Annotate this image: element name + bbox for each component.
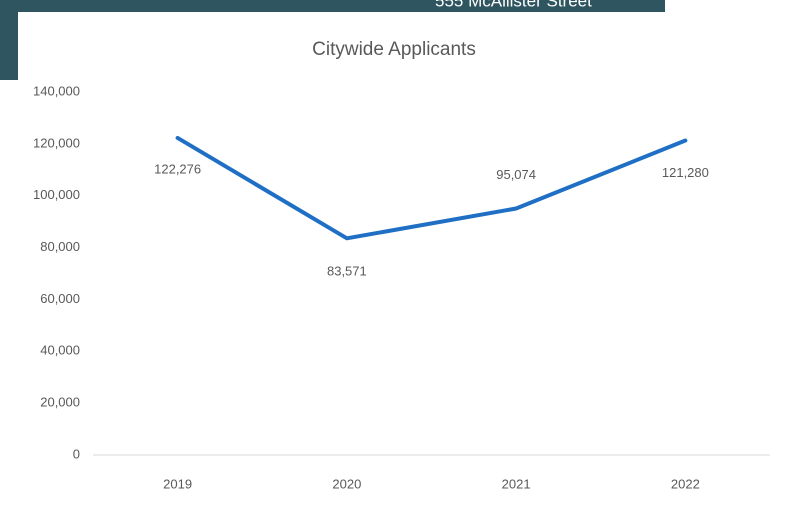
chart-title: Citywide Applicants <box>312 39 476 60</box>
y-tick-label: 60,000 <box>40 291 80 306</box>
background-image <box>0 0 665 12</box>
data-label: 83,571 <box>327 264 367 279</box>
y-tick-label: 100,000 <box>33 187 80 202</box>
y-tick-label: 0 <box>73 446 80 461</box>
background-image <box>0 0 18 80</box>
banner-text: 555 McAllister Street <box>435 0 592 10</box>
data-label: 121,280 <box>662 165 709 180</box>
x-tick-label: 2021 <box>502 476 531 491</box>
data-line <box>175 135 688 241</box>
y-tick-label: 80,000 <box>40 239 80 254</box>
x-tick-label: 2020 <box>332 476 361 491</box>
data-label: 95,074 <box>496 167 536 182</box>
y-tick-label: 120,000 <box>33 135 80 150</box>
y-tick-label: 20,000 <box>40 395 80 410</box>
chart-area <box>18 12 770 505</box>
y-tick-label: 40,000 <box>40 343 80 358</box>
x-tick-label: 2022 <box>671 476 700 491</box>
x-tick-label: 2019 <box>163 476 192 491</box>
y-tick-label: 140,000 <box>33 83 80 98</box>
data-label: 122,276 <box>154 161 201 176</box>
